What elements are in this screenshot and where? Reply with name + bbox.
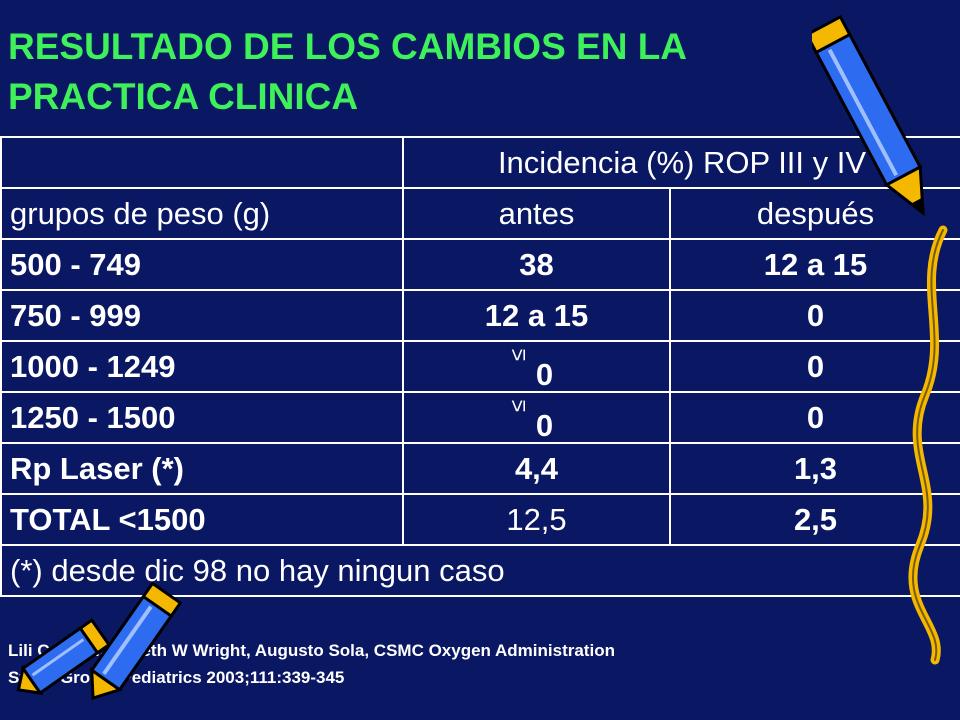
citation-line1: Lili C Chow, Keneth W Wright, Augusto So… <box>8 641 615 660</box>
footnote-cell: (*) desde dic 98 no hay ningun caso <box>0 544 960 597</box>
less-equal-symbol: ≤ <box>505 348 531 362</box>
row-antes-cell: ≤ 0 <box>402 340 671 393</box>
row-group-cell: TOTAL <1500 <box>0 493 404 546</box>
table-row: Rp Laser (*) 4,4 1,3 <box>0 442 960 495</box>
row-antes-value: 0 <box>535 407 554 443</box>
table-row: 1250 - 1500 ≤ 0 0 <box>0 391 960 444</box>
row-despues-cell: 2,5 <box>669 493 960 546</box>
row-despues-cell: 0 <box>669 289 960 342</box>
table-row: TOTAL <1500 12,5 2,5 <box>0 493 960 546</box>
row-despues-cell: 0 <box>669 340 960 393</box>
table-footnote-row: (*) desde dic 98 no hay ningun caso <box>0 544 960 597</box>
results-table: Incidencia (%) ROP III y IV grupos de pe… <box>0 136 960 597</box>
pencil-icon <box>16 618 112 696</box>
row-antes-cell: 4,4 <box>402 442 671 495</box>
row-group-cell: Rp Laser (*) <box>0 442 404 495</box>
row-despues-cell: 12 a 15 <box>669 238 960 291</box>
empty-header-cell <box>0 136 404 189</box>
row-despues-cell: 1,3 <box>669 442 960 495</box>
slide-title-line1: RESULTADO DE LOS CAMBIOS EN LA <box>8 26 688 67</box>
row-group-cell: 500 - 749 <box>0 238 404 291</box>
less-equal-symbol: ≤ <box>505 399 531 413</box>
row-antes-cell: 38 <box>402 238 671 291</box>
table-row: 500 - 749 38 12 a 15 <box>0 238 960 291</box>
slide-title: RESULTADO DE LOS CAMBIOS EN LA PRACTICA … <box>8 22 808 122</box>
row-antes-cell: 12,5 <box>402 493 671 546</box>
table-row: 1000 - 1249 ≤ 0 0 <box>0 340 960 393</box>
pencil-icon <box>812 14 925 217</box>
table-header-row: grupos de peso (g) antes después <box>0 187 960 240</box>
squiggle-line-decoration <box>908 225 948 665</box>
column-header-despues: después <box>669 187 960 240</box>
column-header-groups: grupos de peso (g) <box>0 187 404 240</box>
row-antes-value: 0 <box>535 356 554 392</box>
header-group-cell: Incidencia (%) ROP III y IV <box>402 136 960 189</box>
row-group-cell: 1250 - 1500 <box>0 391 404 444</box>
column-header-antes: antes <box>402 187 671 240</box>
row-group-cell: 750 - 999 <box>0 289 404 342</box>
row-antes-cell: ≤ 0 <box>402 391 671 444</box>
slide-title-line2: PRACTICA CLINICA <box>8 76 359 117</box>
row-antes-cell: 12 a 15 <box>402 289 671 342</box>
table-row: 750 - 999 12 a 15 0 <box>0 289 960 342</box>
pencil-icon <box>89 582 183 701</box>
table-header-group-row: Incidencia (%) ROP III y IV <box>0 136 960 189</box>
row-group-cell: 1000 - 1249 <box>0 340 404 393</box>
